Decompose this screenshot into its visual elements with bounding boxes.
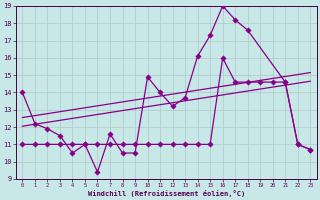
X-axis label: Windchill (Refroidissement éolien,°C): Windchill (Refroidissement éolien,°C) (88, 190, 245, 197)
